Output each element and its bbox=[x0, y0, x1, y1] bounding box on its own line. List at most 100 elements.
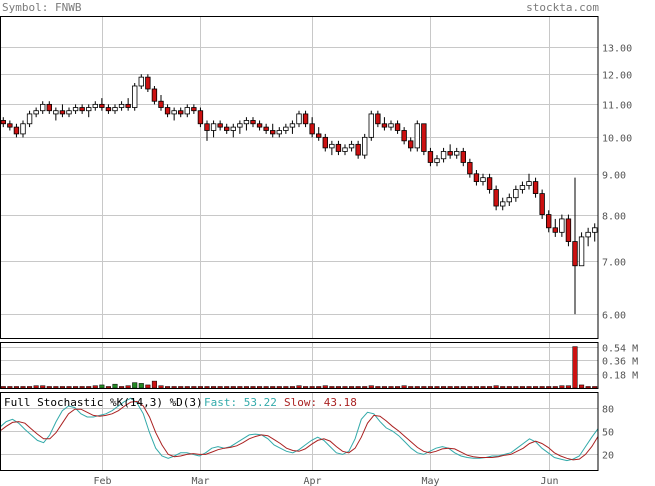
candle-body bbox=[158, 100, 164, 108]
candle-body bbox=[92, 103, 98, 108]
candle-body bbox=[427, 151, 434, 163]
volume-bar bbox=[487, 386, 493, 389]
candle-body bbox=[316, 133, 322, 138]
volume-bar bbox=[27, 386, 33, 389]
candle-body bbox=[237, 123, 243, 128]
candle-body bbox=[184, 107, 190, 115]
candle-body bbox=[309, 123, 315, 135]
candle-body bbox=[191, 107, 197, 112]
volume-bar bbox=[480, 386, 486, 389]
candle-body bbox=[480, 177, 486, 182]
candle-body bbox=[79, 107, 85, 112]
candle-body bbox=[546, 214, 552, 229]
candle-body bbox=[40, 103, 46, 112]
price-tick-label: 10.00 bbox=[602, 134, 632, 145]
volume-bar bbox=[66, 386, 72, 389]
volume-bar bbox=[565, 385, 571, 389]
volume-bar bbox=[296, 385, 302, 389]
volume-bar bbox=[401, 385, 407, 389]
brand-label[interactable]: stockta.com bbox=[526, 1, 599, 14]
volume-bar bbox=[329, 386, 335, 389]
volume-bar bbox=[414, 386, 420, 389]
candle-body bbox=[362, 136, 368, 156]
symbol-label: Symbol: FNWB bbox=[2, 1, 82, 14]
volume-bar bbox=[283, 386, 289, 389]
candle-body bbox=[112, 107, 118, 112]
volume-bar bbox=[59, 386, 65, 389]
candle-body bbox=[394, 123, 401, 131]
candle-body bbox=[381, 123, 388, 128]
volume-bar bbox=[592, 386, 598, 389]
panel-frame bbox=[0, 342, 599, 389]
month-label: May bbox=[421, 476, 439, 486]
panel-frame bbox=[0, 16, 599, 339]
volume-bar bbox=[33, 385, 39, 389]
volume-bar bbox=[217, 386, 223, 389]
stochastic-tick-label: 20 bbox=[602, 451, 614, 462]
volume-bar bbox=[257, 386, 263, 389]
candle-body bbox=[500, 201, 506, 207]
candle-body bbox=[66, 110, 72, 115]
candle-body bbox=[72, 107, 79, 112]
volume-bar bbox=[184, 386, 190, 389]
volume-bar bbox=[125, 385, 131, 389]
price-tick-label: 7.00 bbox=[602, 258, 626, 269]
candle-body bbox=[486, 177, 493, 190]
volume-bar bbox=[145, 384, 151, 389]
volume-bar bbox=[355, 386, 361, 389]
candle-body bbox=[467, 162, 473, 175]
volume-bar bbox=[138, 383, 144, 389]
volume-bar bbox=[230, 386, 236, 389]
volume-bar bbox=[395, 386, 401, 389]
candle-body bbox=[86, 107, 92, 112]
volume-bar bbox=[434, 386, 440, 389]
volume-bar bbox=[526, 386, 532, 389]
candle-body bbox=[132, 85, 138, 108]
volume-bar bbox=[112, 383, 118, 389]
stochastic-slow-label: Slow: 43.18 bbox=[284, 396, 357, 409]
volume-bar bbox=[86, 386, 92, 389]
candle-body bbox=[506, 197, 512, 203]
volume-bar bbox=[132, 382, 138, 389]
volume-bar bbox=[197, 386, 203, 389]
volume-bar bbox=[224, 386, 230, 389]
candle-body bbox=[13, 126, 20, 135]
candle-body bbox=[519, 185, 526, 190]
volume-bar bbox=[243, 386, 249, 389]
volume-bar bbox=[427, 386, 433, 389]
volume-bar bbox=[303, 386, 309, 389]
candle-body bbox=[151, 88, 158, 102]
candle-body bbox=[421, 123, 427, 152]
volume-bar bbox=[381, 386, 387, 389]
candle-body bbox=[408, 140, 414, 149]
volume-bar bbox=[250, 386, 256, 389]
stochastic-title: Full Stochastic %K(14,3) %D(3) bbox=[4, 396, 203, 409]
volume-bar bbox=[7, 386, 13, 389]
volume-bar bbox=[375, 386, 381, 389]
candle-body bbox=[250, 120, 256, 125]
volume-bar bbox=[441, 386, 447, 389]
candle-body bbox=[414, 123, 420, 149]
fast-line bbox=[0, 397, 599, 462]
candle-body bbox=[59, 110, 66, 115]
candle-body bbox=[210, 123, 217, 131]
candle-body bbox=[440, 151, 447, 160]
volume-tick-label: 0.54 M bbox=[602, 344, 638, 355]
volume-bar bbox=[263, 386, 269, 389]
volume-bar bbox=[309, 386, 315, 389]
volume-bar bbox=[447, 386, 453, 389]
candle-body bbox=[329, 143, 335, 149]
candle-body bbox=[263, 126, 269, 131]
price-tick-label: 13.00 bbox=[602, 44, 632, 55]
volume-bar bbox=[572, 346, 578, 389]
volume-tick-label: 0.18 M bbox=[602, 371, 638, 382]
candle-body bbox=[164, 107, 171, 115]
volume-bar bbox=[362, 386, 368, 389]
candle-body bbox=[578, 236, 585, 267]
volume-bar bbox=[506, 386, 512, 389]
candle-body bbox=[572, 241, 578, 267]
candle-body bbox=[224, 126, 230, 131]
candle-body bbox=[342, 147, 348, 152]
candle-body bbox=[454, 151, 460, 156]
